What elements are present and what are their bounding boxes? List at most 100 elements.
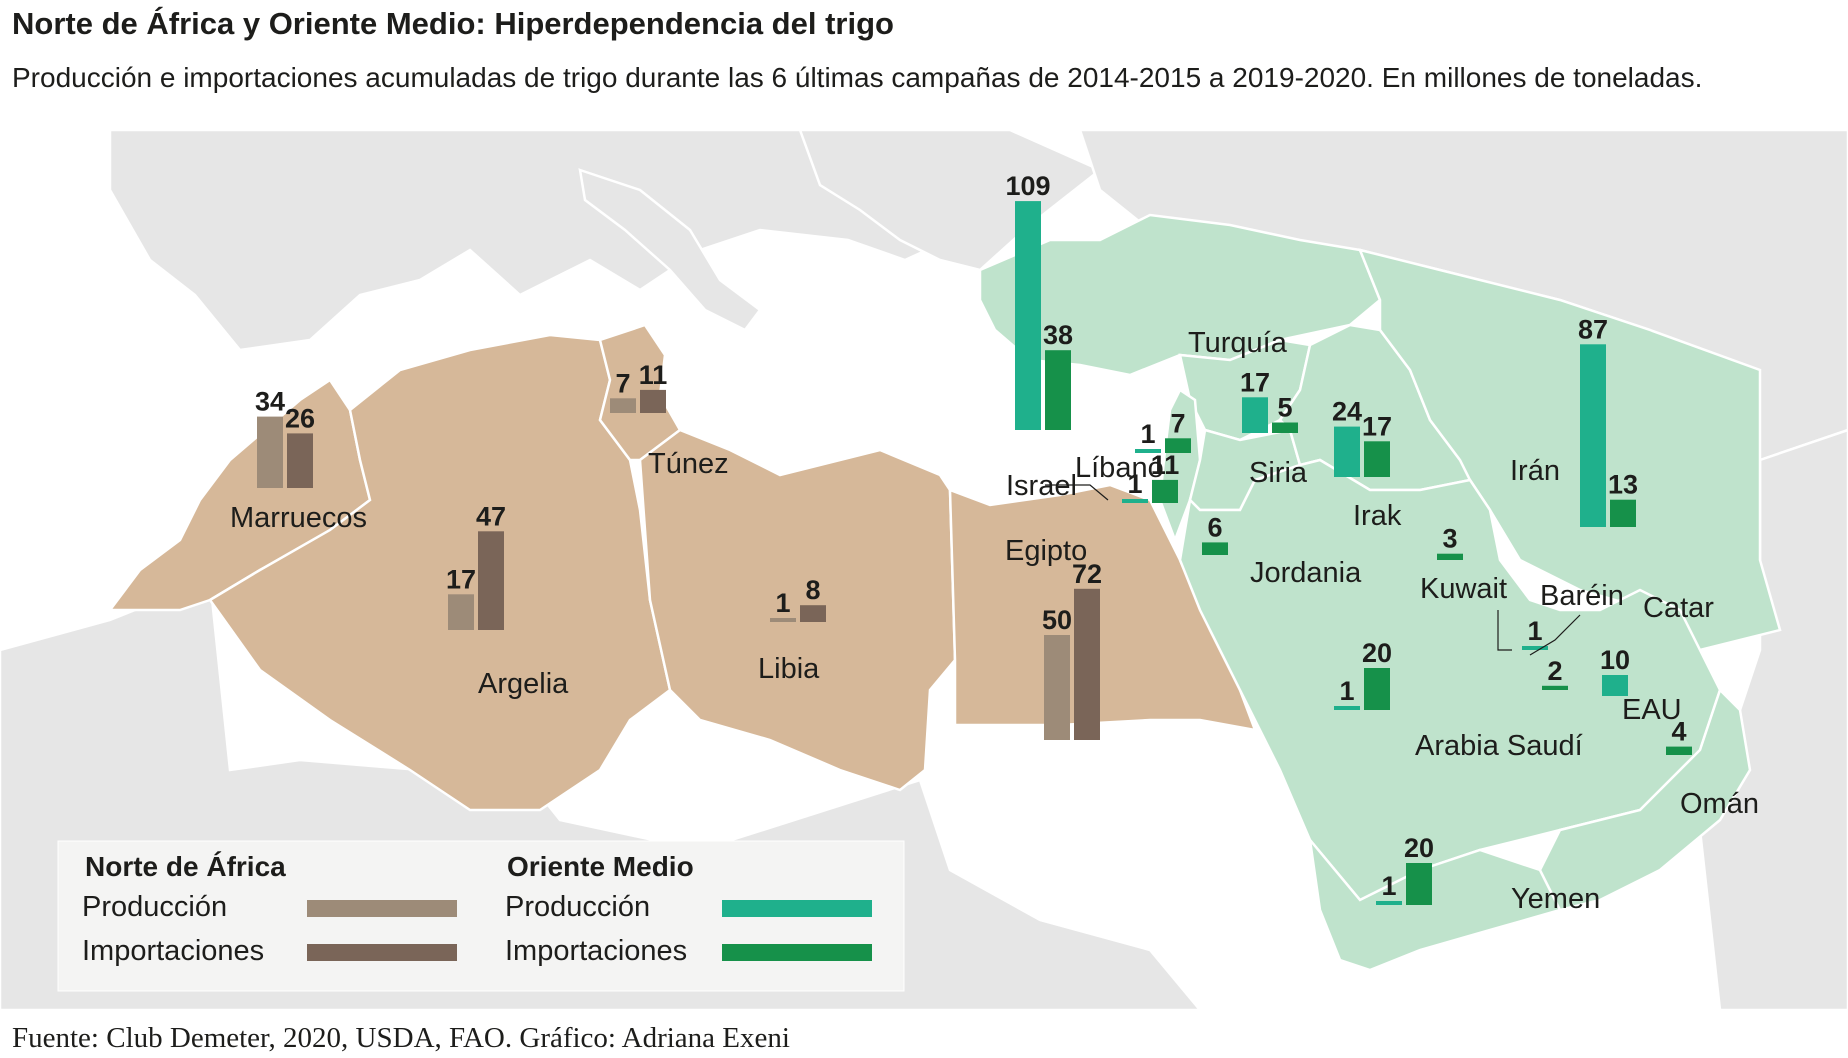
marruecos-imports-bar [287, 433, 313, 488]
egipto-imports-value: 72 [1072, 559, 1102, 589]
legend-me-imports-swatch [722, 944, 872, 961]
siria-production-value: 17 [1240, 367, 1270, 397]
yemen-imports-value: 20 [1404, 833, 1434, 863]
argelia-label: Argelia [478, 668, 569, 700]
marruecos-label: Marruecos [230, 502, 367, 534]
kuwait-label: Kuwait [1420, 573, 1507, 605]
balkans-land [798, 130, 1103, 272]
argelia-imports-bar [478, 531, 504, 630]
chart-title: Norte de África y Oriente Medio: Hiperde… [12, 6, 894, 41]
chart-subtitle: Producción e importaciones acumuladas de… [12, 62, 1703, 93]
legend-middle-east-heading: Oriente Medio [507, 851, 694, 882]
irak-production-value: 24 [1332, 397, 1362, 427]
israel-label: Israel [1006, 470, 1077, 502]
legend-me-production-swatch [722, 900, 872, 917]
israel-production-bar [1122, 499, 1148, 503]
marruecos-imports-value: 26 [285, 403, 315, 433]
libia-production-bar [770, 618, 796, 622]
middle-east-region [978, 213, 1782, 972]
eau-production-value: 10 [1600, 645, 1630, 675]
barein-production-bar [1522, 646, 1548, 650]
arabia-saudi-production-bar [1334, 706, 1360, 710]
legend-na-imports-label: Importaciones [82, 935, 264, 967]
libia-imports-bar [800, 605, 826, 622]
iran-label: Irán [1510, 455, 1560, 487]
iran-imports-bar [1610, 499, 1636, 527]
libano-imports-bar [1165, 438, 1191, 453]
legend-na-imports-swatch [307, 944, 457, 961]
jordania-imports-bar [1202, 542, 1228, 555]
siria-imports-value: 5 [1277, 393, 1292, 423]
iran-production-value: 87 [1578, 314, 1608, 344]
yemen-production-bar [1376, 901, 1402, 905]
libano-imports-value: 7 [1170, 408, 1185, 438]
jordania-imports-value: 6 [1207, 512, 1222, 542]
irak-production-bar [1334, 426, 1360, 477]
israel-production-value: 1 [1127, 469, 1142, 499]
libia-label: Libia [758, 653, 820, 685]
siria-imports-bar [1272, 422, 1298, 433]
argelia-production-value: 17 [446, 564, 476, 594]
tunez-label: Túnez [648, 448, 729, 480]
arabia-area [1178, 458, 1722, 902]
oman-imports-value: 4 [1671, 717, 1686, 747]
legend-north-africa-heading: Norte de África [85, 851, 286, 882]
irak-label: Irak [1353, 500, 1402, 532]
bars-layer [257, 201, 1692, 905]
egipto-production-value: 50 [1042, 605, 1072, 635]
iran-imports-value: 13 [1608, 470, 1638, 500]
kuwait-imports-value: 3 [1442, 524, 1457, 554]
oman-label: Omán [1680, 788, 1759, 820]
italy-land [578, 168, 762, 332]
catar-leader-line [1529, 614, 1581, 656]
turquia-label: Turquía [1188, 327, 1288, 359]
turquia-imports-bar [1045, 350, 1071, 430]
egipto-label: Egipto [1005, 535, 1087, 567]
libano-production-value: 1 [1140, 419, 1155, 449]
country-labels-layer: Marruecos Argelia Túnez Libia Egipto Turquía L… [230, 327, 1759, 915]
israel-imports-value: 11 [1151, 450, 1180, 480]
legend-na-production-swatch [307, 900, 457, 917]
turquia-production-bar [1015, 201, 1041, 430]
pakistan-land [1698, 428, 1848, 1010]
turquia-imports-value: 38 [1043, 320, 1073, 350]
legend-me-imports-label: Importaciones [505, 935, 687, 967]
catar-label: Catar [1643, 592, 1714, 624]
source-note: Fuente: Club Demeter, 2020, USDA, FAO. G… [12, 1022, 790, 1054]
catar-imports-bar [1542, 685, 1568, 690]
irak-imports-value: 17 [1362, 411, 1392, 441]
yemen-production-value: 1 [1381, 871, 1396, 901]
tunez-imports-value: 11 [639, 360, 668, 390]
tunez-production-bar [610, 398, 636, 413]
irak-imports-bar [1364, 441, 1390, 477]
arabia-saudi-label: Arabia Saudí [1415, 730, 1583, 762]
libia-area [638, 428, 957, 792]
libia-imports-value: 8 [805, 575, 820, 605]
argelia-production-bar [448, 594, 474, 630]
tunez-imports-bar [640, 389, 666, 413]
siria-label: Siria [1249, 457, 1308, 489]
barein-leader-line [1497, 610, 1512, 651]
argelia-imports-value: 47 [476, 501, 506, 531]
jordania-label: Jordania [1250, 557, 1362, 589]
egipto-imports-bar [1074, 588, 1100, 740]
tunez-production-value: 7 [615, 368, 630, 398]
egipto-production-bar [1044, 635, 1070, 740]
barein-production-value: 1 [1527, 616, 1542, 646]
iran-production-bar [1580, 344, 1606, 527]
eau-label: EAU [1622, 694, 1682, 726]
israel-imports-bar [1152, 479, 1178, 503]
eau-production-bar [1602, 675, 1628, 696]
marruecos-production-value: 34 [255, 387, 285, 417]
north-africa-region [107, 323, 1257, 812]
turquia-production-value: 109 [1005, 171, 1050, 201]
legend-me-production-label: Producción [505, 891, 650, 923]
kuwait-imports-bar [1437, 553, 1463, 560]
leader-lines [1045, 484, 1581, 656]
oman-imports-bar [1666, 746, 1692, 755]
arabia-saudi-imports-bar [1364, 668, 1390, 710]
barein-label: Baréin [1540, 580, 1624, 612]
arabia-saudi-imports-value: 20 [1362, 638, 1392, 668]
